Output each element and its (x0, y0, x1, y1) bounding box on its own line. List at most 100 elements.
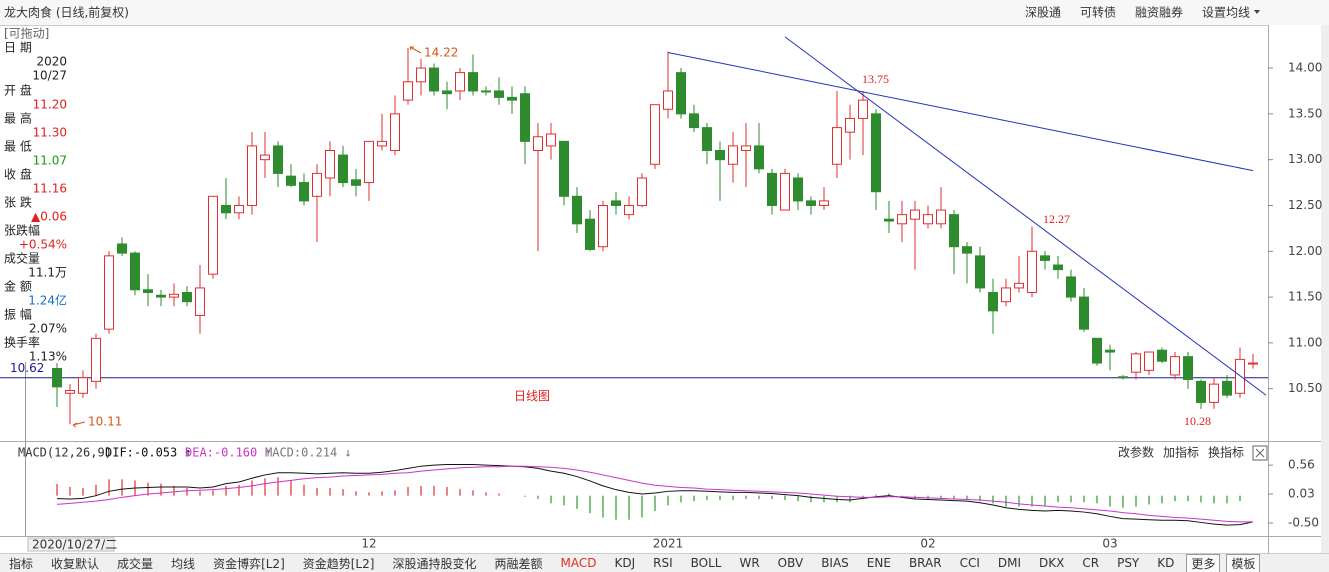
candle-body (975, 255, 985, 289)
stock-title: 龙大肉食 (日线,前复权) (4, 5, 129, 20)
candle-body (468, 72, 478, 92)
candle-body (624, 204, 634, 216)
candle-body (117, 243, 127, 254)
panel-button[interactable]: 改参数 (1118, 445, 1154, 460)
candle-body (1131, 353, 1141, 373)
candle-body (1066, 276, 1076, 298)
indicator-tab[interactable]: BIAS (821, 556, 849, 570)
y-tick-label: 0.03 (1288, 487, 1315, 501)
indicator-tab[interactable]: BOLL (690, 556, 722, 570)
indicator-tab[interactable]: DMI (997, 556, 1022, 570)
close-icon[interactable] (1255, 448, 1265, 458)
macd-readout: MACD:0.214 ↓ (265, 446, 352, 460)
candle-body (1001, 287, 1011, 303)
candle-body (52, 368, 62, 388)
indicator-tab[interactable]: WR (739, 556, 760, 570)
candle-body (702, 127, 712, 152)
indicator-tab[interactable]: 模板 (1226, 553, 1261, 572)
candle-body (78, 377, 88, 394)
indicator-tab[interactable]: 成交量 (117, 556, 154, 571)
indicator-tab[interactable]: PSY (1117, 556, 1140, 570)
candle-body (884, 218, 894, 222)
candle-body (780, 172, 790, 211)
indicator-tab[interactable]: 更多 (1186, 553, 1221, 572)
info-value: +0.54% (19, 238, 67, 252)
x-tick-label: 2021 (653, 537, 684, 551)
close-box[interactable] (1252, 445, 1268, 461)
indicator-tab[interactable]: 深股通持股变化 (392, 556, 477, 571)
info-value: 10/27 (32, 69, 67, 83)
candle-body (234, 204, 244, 214)
macd-title: MACD(12,26,9) (18, 446, 112, 460)
candle-body (1027, 250, 1037, 294)
x-tick-label: 02 (920, 537, 935, 551)
info-label: 最 低 (4, 140, 32, 154)
candle-body (962, 246, 972, 254)
candle-body (273, 145, 283, 174)
indicator-tab[interactable]: KDJ (614, 556, 636, 570)
indicator-tab[interactable]: RSI (653, 556, 673, 570)
y-tick-label: 10.50 (1288, 381, 1322, 395)
info-label: 日 期 (4, 41, 32, 55)
candle-body (507, 96, 517, 101)
x-tick-label: 12 (361, 537, 376, 551)
indicator-tab[interactable]: KD (1157, 556, 1175, 570)
panel-button[interactable]: 换指标 (1208, 445, 1244, 460)
macd-readout: DEA:-0.160 ↑ (185, 446, 272, 460)
chart-area: 龙大肉食 (日线,前复权) 深股通 可转债 融资融券 设置均线 10.50 11.00 11.… (0, 0, 1329, 553)
indicator-tab[interactable]: 指标 (9, 556, 34, 571)
candle-body (806, 200, 816, 206)
panel-button[interactable]: 加指标 (1163, 445, 1199, 460)
candle-body (1105, 349, 1115, 353)
candle-body (312, 172, 322, 197)
candle-body (676, 72, 686, 115)
toolbar-button[interactable]: 设置均线 (1202, 6, 1250, 20)
indicator-tab[interactable]: 两融差额 (494, 556, 543, 571)
toolbar-bg (0, 0, 1329, 25)
candle-body (91, 337, 101, 382)
trend-line (784, 36, 1267, 396)
candle-body (858, 99, 868, 119)
candle-body (1144, 351, 1154, 371)
indicator-tab[interactable]: CCI (959, 556, 980, 570)
indicator-tab[interactable]: 资金博弈[L2] (213, 556, 285, 571)
indicator-tab[interactable]: DKX (1039, 556, 1065, 570)
indicator-tab[interactable]: CR (1082, 556, 1100, 570)
annotation: 12.27 (1043, 212, 1070, 226)
candle-body (494, 90, 504, 98)
candle-body (1014, 282, 1024, 289)
indicator-tab[interactable]: 均线 (171, 556, 196, 571)
candle-body (949, 214, 959, 248)
toolbar-button[interactable]: 深股通 (1025, 6, 1061, 20)
cursor-date: 2020/10/27/二 (32, 538, 117, 552)
indicator-tab[interactable]: BRAR (908, 556, 942, 570)
indicator-tab[interactable]: 资金趋势[L2] (302, 556, 375, 571)
candle-body (728, 145, 738, 165)
candle-body (1040, 255, 1050, 261)
candle-body (65, 390, 75, 394)
x-tick-label: 03 (1102, 537, 1117, 551)
info-value: 11.16 (33, 182, 67, 196)
candle-body (390, 113, 400, 152)
candle-body (1092, 337, 1102, 364)
indicator-tab[interactable]: OBV (777, 556, 804, 570)
candle-body (793, 177, 803, 202)
candle-body (611, 200, 621, 206)
candle-body (910, 209, 920, 220)
date-box (27, 537, 115, 552)
macd-line (56, 465, 1253, 523)
toolbar-button[interactable]: 可转债 (1080, 5, 1116, 20)
annotation: 10.28 (1184, 414, 1211, 428)
candle-body (1079, 296, 1089, 330)
info-value: 1.24亿 (28, 293, 67, 308)
indicator-tab[interactable]: 收复默认 (51, 556, 100, 571)
y-tick-label: 12.50 (1288, 198, 1322, 212)
info-label: 最 高 (4, 111, 32, 126)
indicator-tab[interactable]: ENE (866, 556, 891, 570)
macd-line (56, 464, 1254, 526)
indicator-tab[interactable]: MACD (560, 556, 597, 570)
toolbar-button[interactable]: 融资融券 (1135, 5, 1183, 20)
price-line-label: 10.62 (10, 361, 44, 375)
candle-body (338, 154, 348, 184)
info-label: 收 盘 (4, 167, 32, 182)
